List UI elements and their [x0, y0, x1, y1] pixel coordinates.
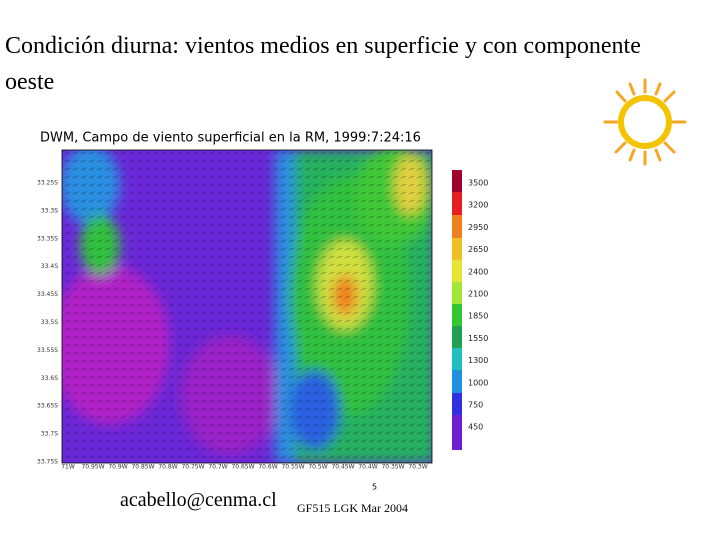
lon-label: 70.3W [408, 464, 427, 471]
wind-map: DWM, Campo de viento superficial en la R… [37, 131, 488, 491]
map-title: DWM, Campo de viento superficial en la R… [40, 131, 421, 146]
lon-label: 70.8W [158, 464, 177, 471]
legend-label: 2400 [468, 267, 488, 276]
lon-label: 70.9W [108, 464, 127, 471]
legend-label: 2950 [468, 223, 488, 232]
lon-label: 70.65W [231, 464, 254, 471]
legend-label: 2100 [468, 290, 488, 299]
legend-label: 450 [468, 423, 483, 432]
legend-label: 1300 [468, 356, 488, 365]
sun-icon [603, 78, 687, 166]
lat-label: 33.75S [37, 459, 58, 466]
map-field [62, 150, 432, 463]
lon-label: 70.4W [358, 464, 377, 471]
legend-label: 3500 [468, 179, 488, 188]
lat-label: 33.65S [37, 403, 58, 410]
map-frame [61, 149, 433, 464]
lat-label: 33.55S [37, 347, 58, 354]
lon-label: 71W [61, 464, 75, 471]
footer-email: acabello@cenma.cl [120, 489, 277, 511]
lat-label: 33.35S [37, 235, 58, 242]
slide-title: Condición diurna: vientos medios en supe… [5, 33, 641, 95]
vector-scale-label: 5 [372, 483, 377, 491]
lat-label: 33.7S [41, 431, 58, 438]
legend-label: 2650 [468, 245, 488, 254]
legend-label: 3200 [468, 201, 488, 210]
lat-label: 33.45S [37, 291, 58, 298]
lat-label: 33.5S [41, 319, 58, 326]
lon-label: 70.5W [308, 464, 327, 471]
lon-label: 70.75W [181, 464, 204, 471]
colorbar [452, 170, 462, 450]
lon-label: 70.7W [208, 464, 227, 471]
lon-label: 70.95W [81, 464, 104, 471]
lat-label: 33.6S [41, 375, 58, 382]
lon-label: 70.85W [131, 464, 154, 471]
legend-label: 750 [468, 401, 483, 410]
lat-label: 33.25S [37, 180, 58, 187]
lon-label: 70.45W [331, 464, 354, 471]
legend-label: 1550 [468, 334, 488, 343]
footer-course: GF515 LGK Mar 2004 [297, 501, 408, 515]
lon-label: 70.55W [281, 464, 304, 471]
legend-label: 1000 [468, 378, 488, 387]
lat-label: 33.4S [41, 263, 58, 270]
lon-label: 70.35W [381, 464, 404, 471]
lon-label: 70.6W [258, 464, 277, 471]
legend-label: 1850 [468, 312, 488, 321]
lat-label: 33.3S [41, 207, 58, 214]
